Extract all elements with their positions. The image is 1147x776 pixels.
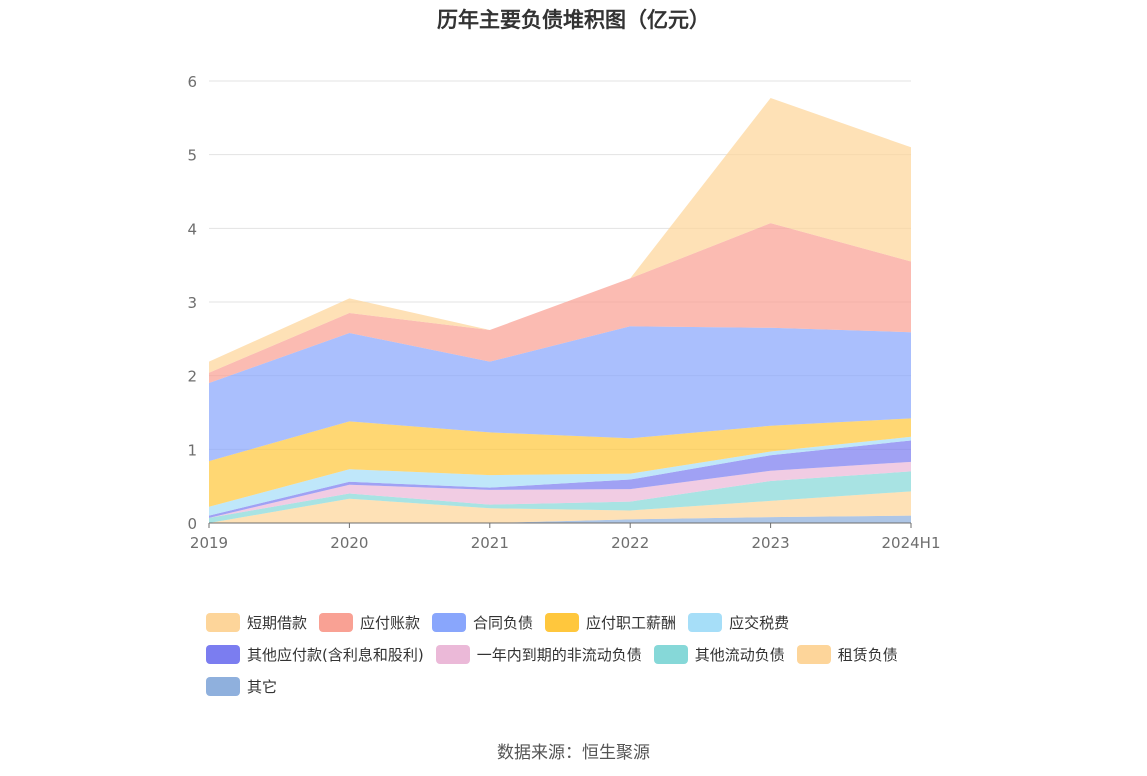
legend-label: 合同负债 [473, 613, 534, 632]
x-tick-label: 2021 [471, 534, 509, 552]
legend-item[interactable]: 其他流动负债 [653, 644, 785, 665]
legend-label: 应付账款 [360, 613, 421, 632]
stacked-area-chart: 0 1 2 3 4 5 6 2019 2020 2021 2022 2023 2024H1 [187, 73, 940, 552]
area-series-9 [209, 97, 911, 373]
legend-label: 短期借款 [247, 613, 308, 632]
y-tick-label: 4 [187, 220, 197, 238]
y-tick-label: 2 [187, 368, 197, 386]
x-tick-label: 2019 [190, 534, 228, 552]
area-series-6 [209, 418, 911, 507]
legend-row: 其他应付款(含利息和股利) 一年内到期的非流动负债 其他流动负债 租赁负债 [206, 638, 966, 670]
legend-row: 其它 [206, 670, 966, 702]
legend-item[interactable]: 应交税费 [688, 612, 789, 633]
legend-swatch [432, 612, 467, 632]
area-series-group [209, 97, 911, 523]
legend-item[interactable]: 租赁负债 [796, 644, 898, 665]
y-tick-label: 1 [187, 441, 197, 459]
legend: 短期借款 应付账款 合同负债 应付职工薪酬 应交税费其他应付款(含利息和股利) 一年内到期… [206, 606, 966, 702]
legend-swatch [435, 644, 470, 664]
y-tick-label: 6 [187, 73, 197, 91]
area-series-2 [209, 471, 911, 523]
legend-item[interactable]: 应付职工薪酬 [545, 612, 676, 633]
legend-item[interactable]: 一年内到期的非流动负债 [435, 644, 642, 665]
y-tick-label: 5 [187, 147, 197, 165]
legend-swatch [688, 612, 723, 632]
axes: 0 1 2 3 4 5 6 2019 2020 2021 2022 2023 2024H1 [187, 73, 940, 552]
y-tick-label: 3 [187, 294, 197, 312]
area-series-7 [209, 326, 911, 462]
area-series-1 [209, 491, 911, 523]
legend-swatch [796, 644, 831, 664]
legend-label: 租赁负债 [837, 645, 898, 664]
area-series-3 [209, 461, 911, 518]
area-series-0 [209, 515, 911, 523]
legend-swatch [206, 644, 240, 664]
legend-swatch [206, 612, 240, 632]
x-tick-label: 2023 [752, 534, 790, 552]
legend-label: 应付职工薪酬 [586, 613, 677, 632]
legend-swatch [319, 612, 354, 632]
legend-item[interactable]: 合同负债 [432, 612, 533, 633]
legend-label: 其他应付款(含利息和股利) [247, 645, 424, 664]
x-tick-label: 2022 [611, 534, 649, 552]
legend-item[interactable]: 其它 [206, 676, 277, 697]
legend-item[interactable]: 应付账款 [319, 612, 420, 633]
area-series-4 [209, 440, 911, 518]
x-tick-label: 2020 [330, 534, 368, 552]
legend-label: 一年内到期的非流动负债 [476, 645, 642, 664]
legend-swatch [206, 676, 240, 696]
legend-item[interactable]: 其他应付款(含利息和股利) [206, 644, 424, 665]
area-series-5 [209, 436, 911, 516]
legend-label: 应交税费 [729, 613, 790, 632]
legend-label: 其它 [247, 677, 278, 696]
legend-swatch [545, 612, 580, 632]
chart-title: 历年主要负债堆积图（亿元） [437, 8, 710, 32]
data-source: 数据来源：恒生聚源 [497, 743, 650, 763]
y-tick-label: 0 [187, 515, 197, 533]
legend-row: 短期借款 应付账款 合同负债 应付职工薪酬 应交税费 [206, 606, 966, 638]
legend-swatch [653, 644, 688, 664]
x-tick-label: 2024H1 [882, 534, 941, 552]
legend-label: 其他流动负债 [694, 645, 785, 664]
area-series-8 [209, 223, 911, 384]
legend-item[interactable]: 短期借款 [206, 612, 307, 633]
